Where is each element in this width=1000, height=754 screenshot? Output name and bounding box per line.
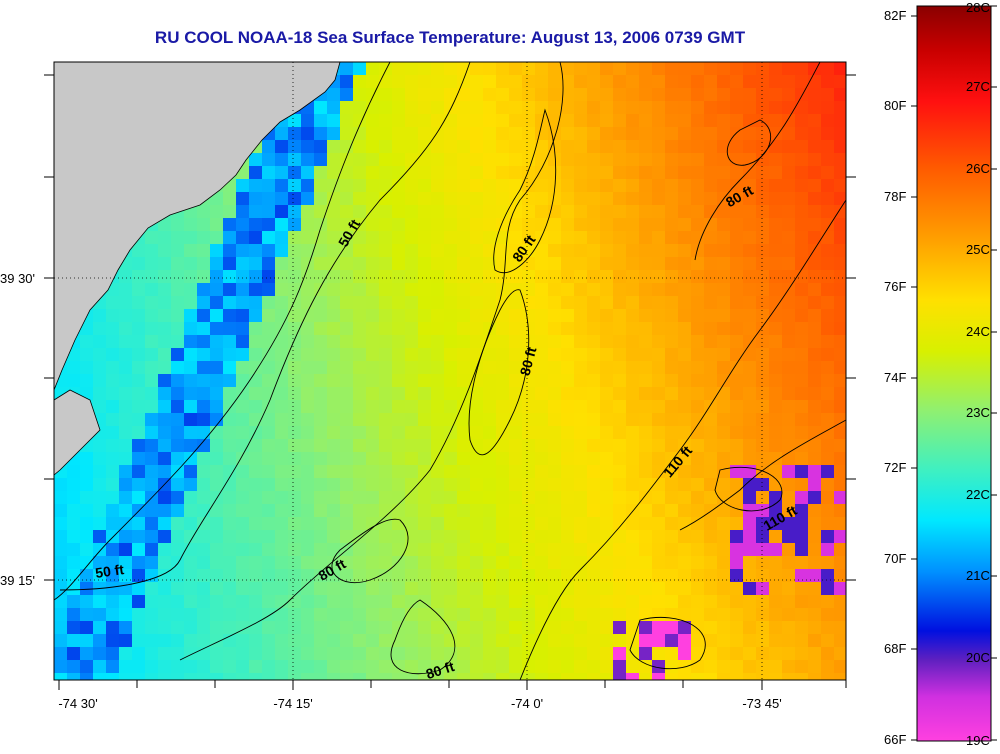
cb-c-25: 25C: [966, 242, 990, 257]
cb-f-78: 78F: [884, 189, 907, 204]
depth-contours: [54, 62, 846, 680]
plot-frame: [53, 61, 847, 681]
lon-label-73-45: -73 45': [742, 696, 782, 711]
plot-area: 50 ft 50 ft 80 ft 80 ft 80 ft 80 ft 80 f…: [54, 62, 846, 682]
cb-c-28: 28C: [966, 0, 990, 15]
cb-f-76: 76F: [884, 279, 907, 294]
lon-label-74-0: -74 0': [510, 696, 544, 711]
graticule: [54, 62, 846, 680]
cb-f-68: 68F: [884, 641, 907, 656]
lon-label-74-15: -74 15': [273, 696, 313, 711]
lat-label-39-15: 39 15': [0, 573, 36, 588]
colorbar: [916, 5, 992, 742]
cb-f-74: 74F: [884, 370, 907, 385]
lon-label-74-30: -74 30': [58, 696, 98, 711]
cb-f-66: 66F: [884, 732, 907, 747]
depth-label-80ft-center: 80 ft: [517, 345, 540, 377]
cb-c-21: 21C: [966, 568, 990, 583]
land-mass-south: [54, 389, 101, 476]
colorbar-ticks: [911, 5, 997, 741]
land-mass: [54, 62, 341, 391]
cb-c-27: 27C: [966, 79, 990, 94]
cb-c-23: 23C: [966, 405, 990, 420]
cb-f-80: 80F: [884, 98, 907, 113]
cb-c-19: 19C: [966, 733, 990, 748]
axis-ticks: [44, 74, 856, 690]
cb-c-20: 20C: [966, 650, 990, 665]
cb-c-22: 22C: [966, 487, 990, 502]
lat-label-39-30: 39 30': [0, 271, 36, 286]
depth-label-80ft-bottom: 80 ft: [424, 658, 457, 682]
map-title: RU COOL NOAA-18 Sea Surface Temperature:…: [154, 28, 746, 47]
cb-f-72: 72F: [884, 460, 907, 475]
cb-f-70: 70F: [884, 551, 907, 566]
cb-f-82: 82F: [884, 8, 907, 23]
cb-c-24: 24C: [966, 324, 990, 339]
cb-c-26: 26C: [966, 161, 990, 176]
depth-label-50ft-south: 50 ft: [94, 561, 125, 581]
